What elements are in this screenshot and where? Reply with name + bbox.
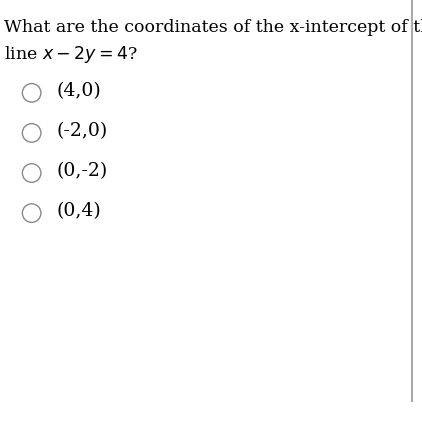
- Text: line $x - 2y = 4$?: line $x - 2y = 4$?: [4, 44, 138, 65]
- Text: (4,0): (4,0): [57, 82, 102, 100]
- Text: (-2,0): (-2,0): [57, 122, 108, 140]
- Text: What are the coordinates of the x-intercept of the: What are the coordinates of the x-interc…: [4, 19, 422, 36]
- Text: (0,4): (0,4): [57, 202, 102, 220]
- Text: (0,-2): (0,-2): [57, 162, 108, 180]
